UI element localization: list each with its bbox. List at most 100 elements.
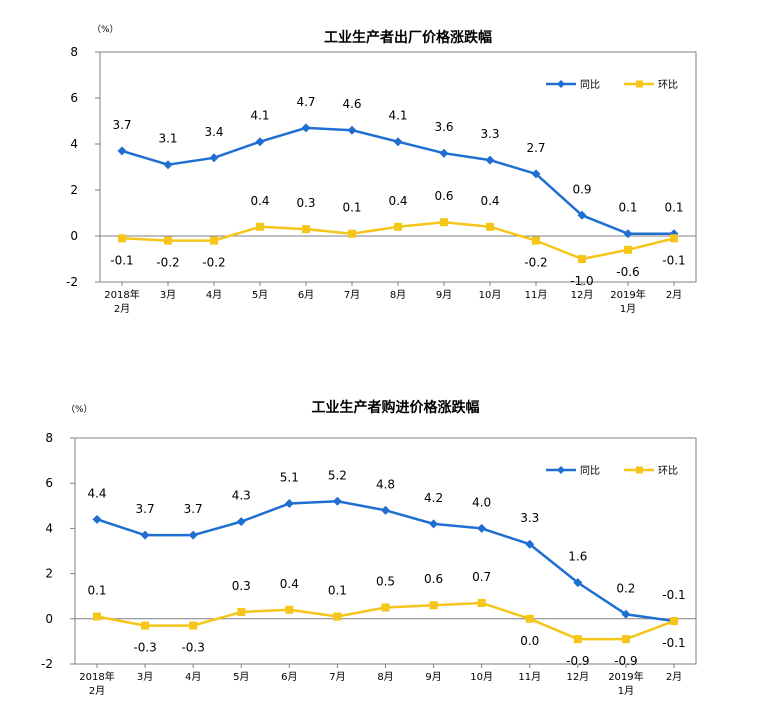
plot-frame: [99, 51, 697, 283]
data-label: 3.1: [158, 132, 177, 146]
x-tick-label: 6月: [298, 289, 314, 301]
data-label: 0.4: [280, 577, 299, 591]
data-point: [525, 539, 535, 549]
x-tick-label: 2月: [89, 685, 105, 697]
data-point: [210, 236, 218, 245]
legend-marker: [636, 466, 643, 474]
x-tick-label: 4月: [185, 671, 201, 683]
legend-label: 环比: [658, 465, 678, 477]
data-label: -0.3: [181, 641, 204, 655]
data-point: [623, 229, 633, 239]
data-point: [237, 608, 246, 617]
data-label: -0.1: [662, 253, 685, 267]
x-tick-label: 7月: [329, 671, 345, 683]
x-tick-label: 2018年: [104, 288, 139, 301]
data-label: 4.0: [472, 495, 491, 509]
x-tick-label: 2018年: [79, 670, 114, 683]
x-tick-label: 2019年: [610, 288, 645, 301]
chart-title: 工业生产者出厂价格涨跌幅: [324, 29, 492, 46]
y-tick-label: 6: [70, 91, 78, 105]
x-tick-label: 10月: [470, 671, 493, 683]
data-label: 3.3: [520, 511, 539, 525]
data-point: [486, 222, 494, 231]
data-label: 0.5: [376, 575, 395, 589]
x-tick-label: 5月: [252, 289, 268, 301]
data-label: 4.1: [250, 109, 269, 123]
data-label: 5.1: [280, 471, 299, 485]
data-point: [302, 225, 310, 234]
data-label: 0.7: [472, 570, 491, 584]
data-point: [573, 578, 583, 588]
data-label: -0.1: [662, 636, 685, 650]
data-point: [531, 169, 541, 179]
data-point: [332, 496, 342, 506]
x-tick-label: 11月: [518, 671, 541, 683]
data-label: 3.7: [112, 118, 131, 132]
x-tick-label: 2月: [666, 671, 682, 683]
data-point: [236, 517, 246, 527]
data-label: 3.3: [480, 127, 499, 141]
x-tick-label: 9月: [425, 671, 441, 683]
y-tick-label: 4: [70, 137, 78, 151]
data-label: 4.1: [388, 109, 407, 123]
data-point: [429, 519, 439, 529]
chart-title: 工业生产者购进价格涨跌幅: [312, 399, 480, 416]
data-point: [477, 523, 487, 533]
data-label: 3.4: [204, 125, 223, 139]
data-label: 0.4: [480, 194, 499, 208]
ppi-input-chart: 工业生产者购进价格涨跌幅 （%） -2 0 2 4 6 8 2018年 2月 3月 4月 5月 6月 7月 8…: [0, 388, 783, 716]
x-tick-label: 3月: [137, 671, 153, 683]
data-label: 2.7: [526, 141, 545, 155]
y-tick-label: 8: [70, 45, 78, 59]
y-axis-unit-label: （%）: [66, 404, 93, 415]
x-tick-label: 9月: [436, 289, 452, 301]
data-point: [188, 530, 198, 540]
x-tick-label: 11月: [525, 289, 548, 301]
data-label: 0.1: [87, 584, 106, 598]
data-label: 3.7: [184, 502, 203, 516]
data-label: 3.7: [136, 502, 155, 516]
legend-marker: [636, 80, 643, 88]
data-point: [624, 245, 632, 254]
data-point: [621, 635, 630, 644]
plot-frame: [74, 437, 697, 665]
data-label: 0.3: [232, 579, 251, 593]
x-tick-label: 6月: [281, 671, 297, 683]
data-point: [347, 125, 357, 135]
data-label: 4.2: [424, 491, 443, 505]
x-tick-label: 1月: [620, 303, 636, 315]
data-label: -1.0: [570, 274, 593, 288]
data-label: -0.1: [662, 588, 685, 602]
data-point: [284, 499, 294, 509]
x-tick-label: 8月: [390, 289, 406, 301]
ppi-output-chart-svg: 工业生产者出厂价格涨跌幅 （%） -2 0 2 4 6 8 2018年 2月 3月 4月 5月 6月 7月 8…: [66, 24, 697, 315]
x-tick-label: 12月: [566, 671, 589, 683]
data-label: 0.1: [618, 201, 637, 215]
data-point: [670, 234, 678, 243]
data-point: [348, 229, 356, 238]
legend-marker: [557, 466, 565, 474]
data-label: 0.0: [520, 634, 539, 648]
data-label: -0.2: [202, 256, 225, 270]
y-tick-label: -2: [41, 657, 53, 671]
data-label: 5.2: [328, 468, 347, 482]
ppi-output-chart: 工业生产者出厂价格涨跌幅 （%） -2 0 2 4 6 8 2018年 2月 3月 4月 5月 6月 7月 8…: [0, 0, 783, 334]
data-point: [285, 605, 294, 614]
data-label: 4.4: [87, 486, 106, 500]
data-point: [573, 635, 582, 644]
data-point: [477, 598, 486, 607]
data-label: 0.2: [616, 581, 635, 595]
data-label: 4.8: [376, 477, 395, 491]
legend-marker: [557, 80, 565, 88]
data-label: 3.6: [434, 120, 453, 134]
y-tick-label: 6: [45, 476, 53, 490]
data-point: [440, 218, 448, 227]
data-label: 1.6: [568, 550, 587, 564]
data-point: [577, 210, 587, 220]
data-label: -0.2: [156, 256, 179, 270]
data-point: [578, 255, 586, 263]
data-point: [333, 612, 342, 621]
y-axis-unit-label: （%）: [92, 24, 119, 35]
data-point: [255, 137, 265, 147]
data-point: [429, 601, 438, 610]
